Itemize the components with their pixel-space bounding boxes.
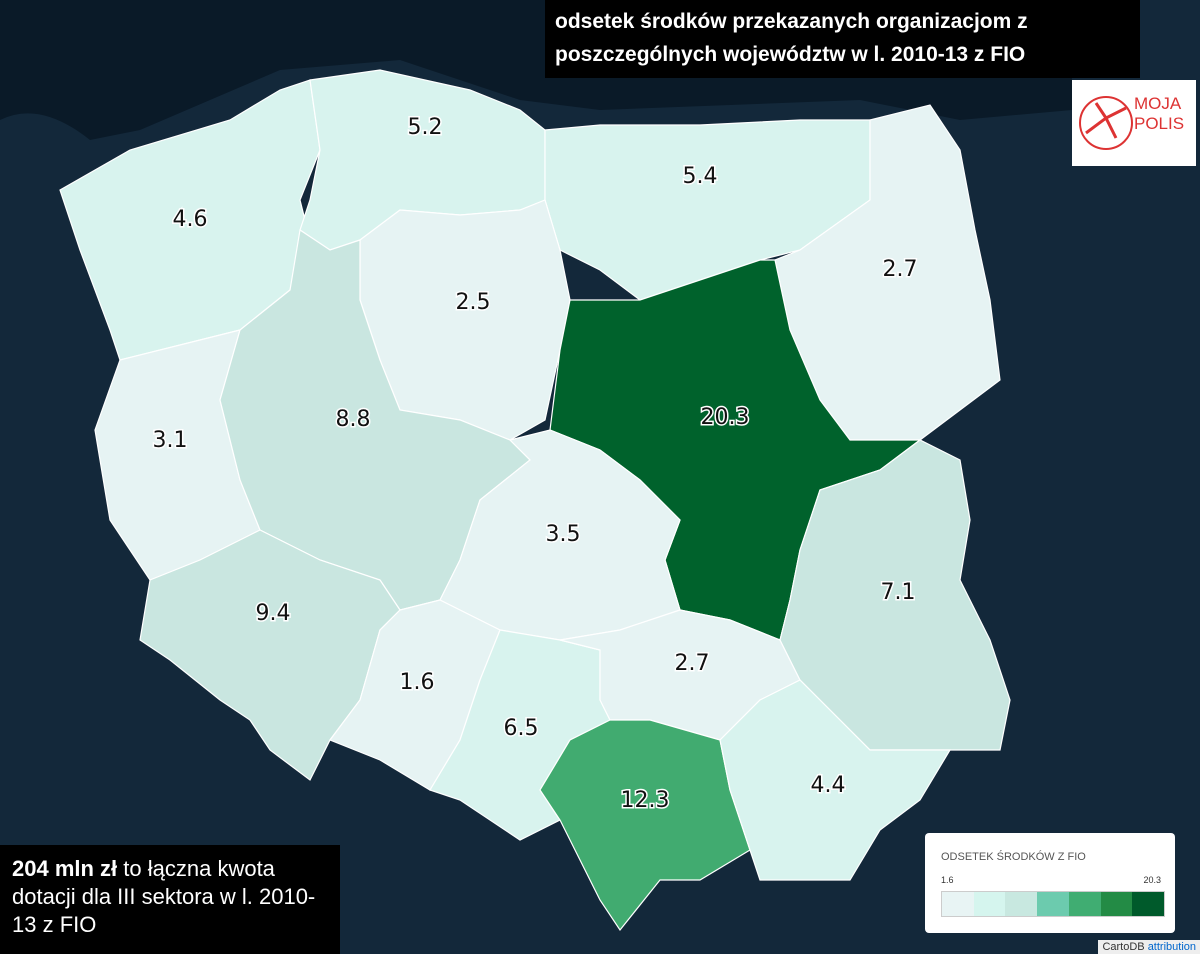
logo-text: POLIS xyxy=(1134,114,1185,133)
legend-swatch xyxy=(1005,892,1038,916)
region-value: 2.7 xyxy=(883,257,918,282)
region-value: 5.4 xyxy=(683,164,718,189)
attribution: CartoDB attribution xyxy=(1098,940,1200,954)
region-value: 1.6 xyxy=(400,670,435,695)
regions: 4.6 5.2 5.4 2.7 2.5 20.3 3.1 8.8 3.5 9.4 1.6 6.5 2.7… xyxy=(59,69,1011,932)
legend-max: 20.3 xyxy=(1143,875,1161,885)
legend-swatch xyxy=(1037,892,1069,916)
region-value: 4.4 xyxy=(811,773,846,798)
legend-min: 1.6 xyxy=(941,875,954,885)
region xyxy=(544,119,871,301)
region-value: 4.6 xyxy=(173,207,208,232)
region-value: 20.3 xyxy=(701,405,750,430)
region-value: 2.7 xyxy=(675,651,710,676)
legend: ODSETEK ŚRODKÓW Z FIO 1.6 20.3 xyxy=(925,833,1175,933)
region-value: 2.5 xyxy=(456,290,491,315)
region-value: 3.5 xyxy=(546,522,581,547)
region xyxy=(539,719,751,932)
legend-swatch xyxy=(942,892,974,916)
legend-swatch xyxy=(973,892,1006,916)
logo-text: MOJA xyxy=(1134,94,1182,113)
region xyxy=(719,679,952,881)
title: odsetek środków przekazanych organizacjo… xyxy=(545,0,1140,78)
legend-title: ODSETEK ŚRODKÓW Z FIO xyxy=(941,851,1086,863)
region-value: 12.3 xyxy=(621,788,670,813)
region-value: 6.5 xyxy=(504,716,539,741)
attribution-link[interactable]: attribution xyxy=(1147,941,1196,953)
legend-swatch xyxy=(1132,892,1165,916)
summary: 204 mln zł to łączna kwota dotacji dla I… xyxy=(0,845,340,954)
summary-text: to łączna kwota dotacji dla III sektora … xyxy=(12,856,316,937)
region-value: 7.1 xyxy=(881,580,916,605)
region-value: 9.4 xyxy=(256,601,291,626)
logo-icon xyxy=(1079,96,1133,150)
legend-swatch xyxy=(1100,892,1133,916)
logo: MOJA POLIS xyxy=(1072,80,1196,166)
legend-bar xyxy=(941,891,1165,917)
legend-swatch xyxy=(1068,892,1101,916)
region-value: 3.1 xyxy=(153,428,188,453)
region-value: 5.2 xyxy=(408,115,443,140)
region-value: 8.8 xyxy=(336,407,371,432)
attribution-text: CartoDB xyxy=(1102,941,1145,953)
summary-bold: 204 mln zł xyxy=(12,856,118,881)
